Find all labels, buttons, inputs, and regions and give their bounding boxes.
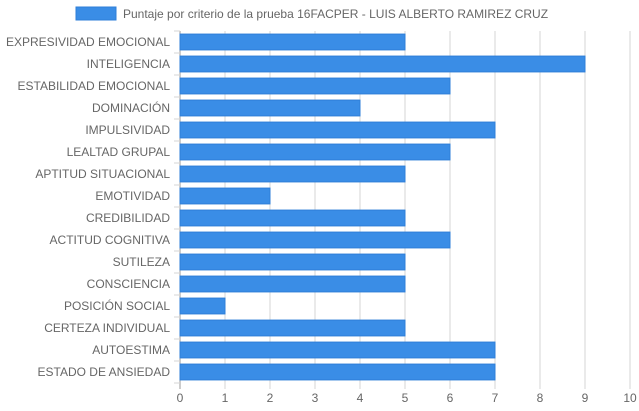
bar[interactable] bbox=[179, 187, 271, 205]
x-axis-labels: 0 1 2 3 4 5 6 7 8 9 10 bbox=[177, 391, 637, 405]
y-tick-label: ESTADO DE ANSIEDAD bbox=[38, 365, 171, 379]
y-tick-label: CREDIBILIDAD bbox=[86, 211, 170, 225]
y-tick-label: LEALTAD GRUPAL bbox=[67, 145, 171, 159]
bar[interactable] bbox=[179, 77, 451, 95]
legend-swatch bbox=[75, 6, 117, 21]
bar[interactable] bbox=[179, 165, 406, 183]
bar[interactable] bbox=[179, 363, 496, 381]
y-tick-label: INTELIGENCIA bbox=[87, 57, 170, 71]
bar[interactable] bbox=[179, 275, 406, 293]
bar[interactable] bbox=[179, 143, 451, 161]
bar[interactable] bbox=[179, 231, 451, 249]
bar[interactable] bbox=[179, 297, 226, 315]
x-tick-label: 1 bbox=[222, 391, 229, 405]
y-tick-label: IMPULSIVIDAD bbox=[85, 123, 170, 137]
y-tick-label: EXPRESIVIDAD EMOCIONAL bbox=[6, 35, 170, 49]
legend-label: Puntaje por criterio de la prueba 16FACP… bbox=[123, 7, 548, 21]
x-tick-label: 5 bbox=[402, 391, 409, 405]
y-tick-label: POSICIÓN SOCIAL bbox=[64, 298, 170, 313]
x-tick-label: 2 bbox=[267, 391, 274, 405]
x-tick-label: 7 bbox=[492, 391, 499, 405]
x-tick-label: 8 bbox=[537, 391, 544, 405]
bar[interactable] bbox=[179, 121, 496, 139]
bar[interactable] bbox=[179, 33, 406, 51]
y-axis-labels: EXPRESIVIDAD EMOCIONAL INTELIGENCIA ESTABI… bbox=[6, 35, 170, 379]
bar[interactable] bbox=[179, 209, 406, 227]
y-tick-label: ESTABILIDAD EMOCIONAL bbox=[18, 79, 171, 93]
x-tick-label: 9 bbox=[582, 391, 589, 405]
bar[interactable] bbox=[179, 319, 406, 337]
x-tick-label: 3 bbox=[312, 391, 319, 405]
x-tick-label: 6 bbox=[447, 391, 454, 405]
y-tick-label: ACTITUD COGNITIVA bbox=[50, 233, 170, 247]
x-tick-label: 4 bbox=[357, 391, 364, 405]
y-tick-label: CONSCIENCIA bbox=[87, 277, 170, 291]
y-tick-label: APTITUD SITUACIONAL bbox=[35, 167, 170, 181]
bar[interactable] bbox=[179, 253, 406, 271]
y-tick-label: EMOTIVIDAD bbox=[95, 189, 170, 203]
bar[interactable] bbox=[179, 341, 496, 359]
x-tick-label: 10 bbox=[623, 391, 637, 405]
y-tick-label: DOMINACIÓN bbox=[92, 100, 170, 115]
legend: Puntaje por criterio de la prueba 16FACP… bbox=[75, 6, 548, 21]
y-tick-label: SUTILEZA bbox=[113, 255, 170, 269]
bar[interactable] bbox=[179, 55, 586, 73]
bar[interactable] bbox=[179, 99, 361, 117]
y-tick-label: CERTEZA INDIVIDUAL bbox=[44, 321, 170, 335]
x-tick-label: 0 bbox=[177, 391, 184, 405]
bars bbox=[179, 33, 586, 381]
y-tick-label: AUTOESTIMA bbox=[92, 343, 170, 357]
